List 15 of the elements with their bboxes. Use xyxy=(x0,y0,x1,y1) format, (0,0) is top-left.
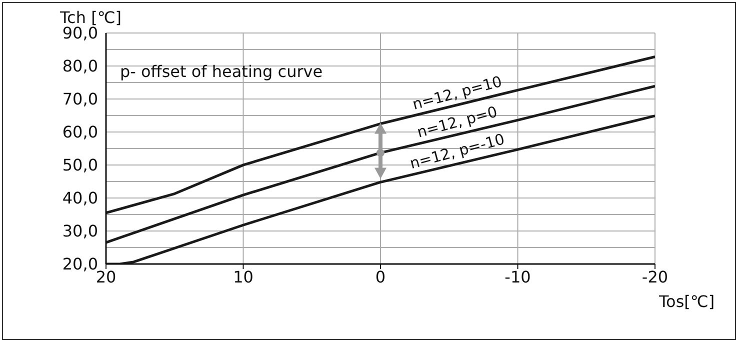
y-tick-label: 40,0 xyxy=(62,188,98,208)
y-tick-label: 50,0 xyxy=(62,156,98,175)
x-tick-label: -20 xyxy=(642,267,668,286)
x-tick-label: 0 xyxy=(375,267,386,286)
annotation: p- offset of heating curve xyxy=(120,62,323,81)
x-tick-label: 10 xyxy=(233,267,254,286)
y-tick-label: 80,0 xyxy=(62,56,98,76)
x-tick-label: 20 xyxy=(96,267,116,286)
y-tick-label: 30,0 xyxy=(62,222,98,241)
y-axis-title: Tch [℃] xyxy=(60,8,122,27)
y-tick-label: 70,0 xyxy=(62,90,98,109)
y-tick-label: 60,0 xyxy=(62,122,98,142)
y-tick-label: 20,0 xyxy=(62,254,98,274)
x-axis-title: Tos[℃] xyxy=(659,292,715,311)
x-tick-label: -10 xyxy=(504,267,531,286)
